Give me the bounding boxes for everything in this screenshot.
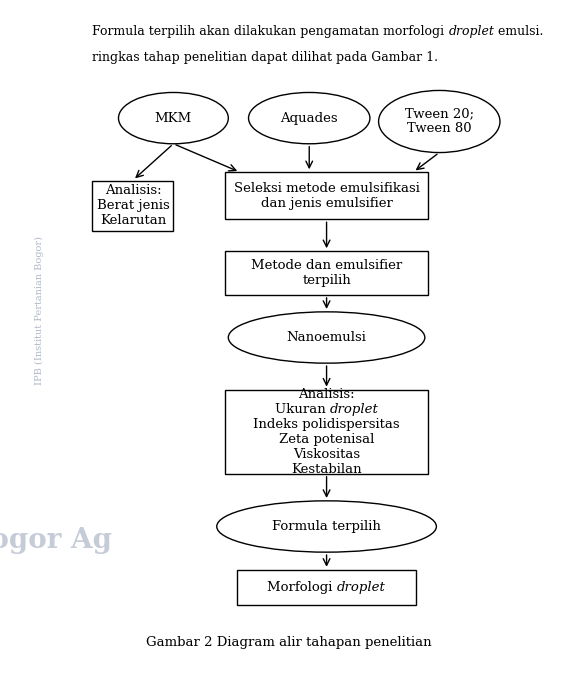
- FancyBboxPatch shape: [225, 172, 428, 219]
- Text: Zeta potenisal: Zeta potenisal: [279, 433, 375, 446]
- Ellipse shape: [118, 92, 228, 144]
- Text: Analisis:: Analisis:: [298, 388, 355, 402]
- Text: Formula terpilih akan dilakukan pengamatan morfologi: Formula terpilih akan dilakukan pengamat…: [92, 25, 449, 38]
- FancyBboxPatch shape: [237, 570, 416, 605]
- FancyBboxPatch shape: [225, 252, 428, 296]
- Text: emulsi.: emulsi.: [495, 25, 544, 38]
- Ellipse shape: [379, 90, 500, 153]
- Text: Ukuran: Ukuran: [275, 403, 329, 416]
- Text: Kestabilan: Kestabilan: [291, 462, 362, 476]
- Text: Gambar 2 Diagram alir tahapan penelitian: Gambar 2 Diagram alir tahapan penelitian: [146, 636, 432, 649]
- Ellipse shape: [228, 312, 425, 363]
- Text: Viskositas: Viskositas: [293, 448, 360, 461]
- Text: droplet: droplet: [449, 25, 495, 38]
- Text: Nanoemulsi: Nanoemulsi: [287, 331, 366, 344]
- Text: ringkas tahap penelitian dapat dilihat pada Gambar 1.: ringkas tahap penelitian dapat dilihat p…: [92, 51, 439, 63]
- Text: Tween 20;
Tween 80: Tween 20; Tween 80: [405, 107, 474, 136]
- FancyBboxPatch shape: [92, 181, 173, 231]
- Text: Analisis:
Berat jenis
Kelarutan: Analisis: Berat jenis Kelarutan: [97, 184, 169, 227]
- Text: droplet: droplet: [337, 580, 386, 594]
- Text: Formula terpilih: Formula terpilih: [272, 520, 381, 533]
- Text: MKM: MKM: [155, 111, 192, 125]
- Text: Aquades: Aquades: [280, 111, 338, 125]
- Text: Bogor Ag: Bogor Ag: [0, 526, 112, 554]
- FancyBboxPatch shape: [225, 390, 428, 474]
- Text: droplet: droplet: [329, 403, 379, 416]
- Ellipse shape: [249, 92, 370, 144]
- Text: Morfologi: Morfologi: [267, 580, 337, 594]
- Text: IPB (Institut Pertanian Bogor): IPB (Institut Pertanian Bogor): [35, 236, 44, 385]
- Text: Indeks polidispersitas: Indeks polidispersitas: [253, 418, 400, 431]
- Text: Seleksi metode emulsifikasi
dan jenis emulsifier: Seleksi metode emulsifikasi dan jenis em…: [234, 182, 420, 210]
- Ellipse shape: [217, 501, 436, 552]
- Text: Metode dan emulsifier
terpilih: Metode dan emulsifier terpilih: [251, 259, 402, 288]
